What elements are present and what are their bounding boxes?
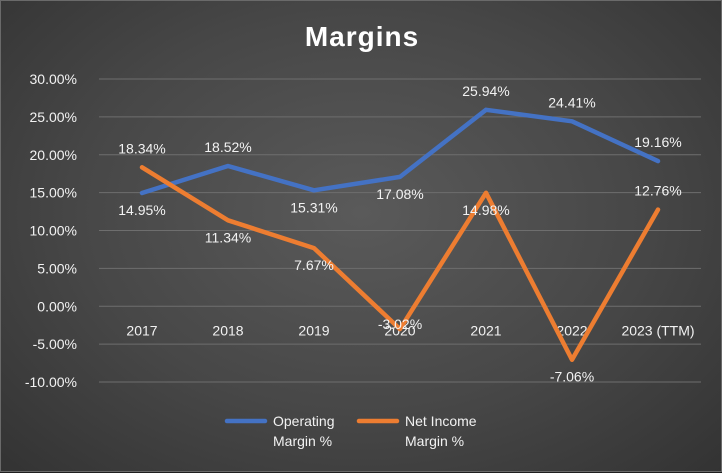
- series-line-operating-margin[interactable]: [139, 107, 661, 196]
- data-label: 17.08%: [376, 186, 423, 202]
- x-tick-label: 2018: [212, 322, 243, 338]
- y-tick-label: -10.00%: [25, 374, 77, 390]
- data-label: 14.95%: [118, 202, 165, 218]
- data-label: 24.41%: [548, 94, 595, 110]
- x-tick-label: 2021: [470, 322, 501, 338]
- data-label: 19.16%: [634, 134, 681, 150]
- y-tick-label: 0.00%: [37, 298, 77, 314]
- y-tick-label: -5.00%: [33, 336, 77, 352]
- x-tick-label: 2019: [298, 322, 329, 338]
- chart-title: Margins: [305, 21, 419, 52]
- data-label: -7.06%: [550, 369, 594, 385]
- legend[interactable]: Operating Margin % Net Income Margin %: [224, 413, 477, 449]
- x-tick-label: 2023 (TTM): [621, 322, 694, 338]
- legend-item[interactable]: Operating Margin %: [224, 413, 334, 449]
- data-label: 18.52%: [204, 139, 251, 155]
- data-label: 7.67%: [294, 257, 334, 273]
- data-label: 25.94%: [462, 83, 509, 99]
- y-tick-label: 30.00%: [30, 71, 77, 87]
- x-tick-label: 2017: [126, 322, 157, 338]
- y-tick-label: 5.00%: [37, 260, 77, 276]
- data-label: 15.31%: [290, 199, 337, 215]
- legend-label: Margin %: [405, 433, 464, 449]
- data-label: 18.34%: [118, 140, 165, 156]
- legend-item[interactable]: Net Income Margin %: [356, 413, 477, 449]
- gridlines: [99, 78, 701, 383]
- data-labels: 14.95% 18.52% 15.31% 17.08% 25.94% 24.41% 19.1…: [118, 83, 681, 385]
- data-label: 11.34%: [205, 229, 251, 245]
- y-tick-label: 10.00%: [30, 223, 77, 239]
- y-tick-label: 20.00%: [30, 147, 77, 163]
- y-tick-label: 15.00%: [30, 185, 77, 201]
- series-lines: [139, 107, 661, 362]
- data-label: -3.02%: [378, 316, 422, 332]
- y-axis-ticks: 30.00% 25.00% 20.00% 15.00% 10.00% 5.00% 0.00%…: [25, 71, 77, 390]
- legend-label: Margin %: [273, 433, 332, 449]
- x-axis-ticks: 2017 2018 2019 2020 2021 2022 2023 (TTM): [126, 322, 694, 338]
- data-label: 14.98%: [462, 202, 509, 218]
- legend-label: Net Income: [405, 413, 477, 429]
- legend-label: Operating: [273, 413, 334, 429]
- y-tick-label: 25.00%: [30, 109, 77, 125]
- data-label: 12.76%: [634, 183, 681, 199]
- series-line-net-income-margin[interactable]: [139, 165, 661, 362]
- x-tick-label: 2022: [556, 322, 587, 338]
